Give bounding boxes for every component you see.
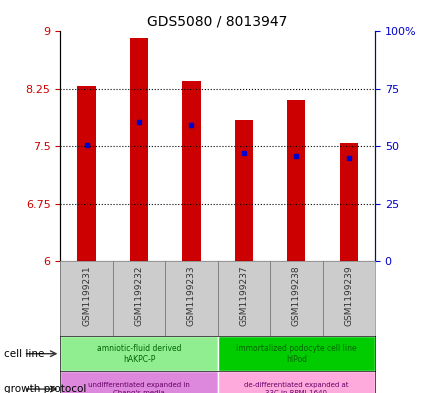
- Bar: [60, 336, 217, 371]
- Text: GSM1199231: GSM1199231: [82, 265, 91, 326]
- Text: GSM1199239: GSM1199239: [344, 265, 353, 326]
- Text: de-differentiated expanded at
33C in RPMI-1640: de-differentiated expanded at 33C in RPM…: [243, 382, 348, 393]
- Bar: [234, 119, 252, 261]
- Bar: [60, 371, 217, 393]
- Bar: [77, 86, 95, 261]
- Bar: [217, 371, 374, 393]
- Text: immortalized podocyte cell line
hIPod: immortalized podocyte cell line hIPod: [236, 343, 356, 364]
- Text: undifferentiated expanded in
Chang's media: undifferentiated expanded in Chang's med…: [88, 382, 190, 393]
- Bar: [339, 143, 357, 261]
- Bar: [182, 81, 200, 261]
- Title: GDS5080 / 8013947: GDS5080 / 8013947: [147, 15, 287, 29]
- Text: amniotic-fluid derived
hAKPC-P: amniotic-fluid derived hAKPC-P: [96, 343, 181, 364]
- Text: GSM1199233: GSM1199233: [187, 265, 196, 326]
- Bar: [286, 101, 305, 261]
- Text: growth protocol: growth protocol: [4, 384, 86, 393]
- Bar: [217, 336, 374, 371]
- Text: cell line: cell line: [4, 349, 45, 359]
- Text: GSM1199238: GSM1199238: [291, 265, 300, 326]
- Text: GSM1199237: GSM1199237: [239, 265, 248, 326]
- Bar: [129, 38, 148, 261]
- Text: GSM1199232: GSM1199232: [134, 265, 143, 325]
